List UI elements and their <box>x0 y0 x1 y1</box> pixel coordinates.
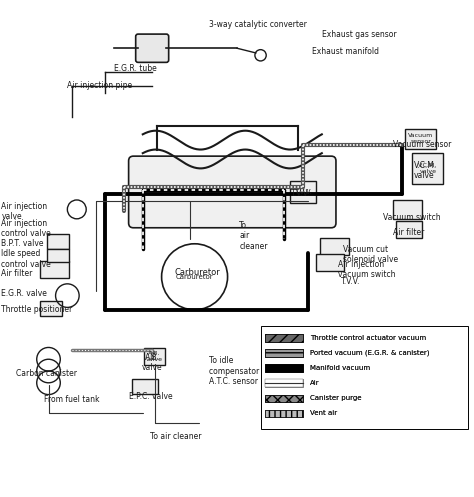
Text: Air injection pipe: Air injection pipe <box>67 82 133 90</box>
Bar <box>265 380 303 387</box>
Text: To air cleaner: To air cleaner <box>150 432 201 441</box>
Text: Idle speed
control valve: Idle speed control valve <box>1 249 51 268</box>
Text: Carbon canister: Carbon canister <box>16 369 76 378</box>
Bar <box>265 364 303 372</box>
Text: Vent air: Vent air <box>310 411 337 416</box>
FancyBboxPatch shape <box>405 129 437 149</box>
Text: Vent air: Vent air <box>310 411 337 416</box>
Bar <box>265 349 303 357</box>
Text: Ported vacuum (E.G.R. & canister): Ported vacuum (E.G.R. & canister) <box>310 350 429 356</box>
Text: From fuel tank: From fuel tank <box>44 395 99 404</box>
Bar <box>265 349 303 357</box>
Bar <box>265 410 303 417</box>
Text: Air injection
valve: Air injection valve <box>1 202 47 222</box>
Bar <box>265 380 303 387</box>
FancyBboxPatch shape <box>144 348 165 365</box>
Text: Air filter: Air filter <box>392 228 424 237</box>
Text: Air filter: Air filter <box>1 269 33 278</box>
FancyBboxPatch shape <box>393 200 422 219</box>
Text: To idle
compensator &
A.T.C. sensor: To idle compensator & A.T.C. sensor <box>209 356 267 386</box>
FancyBboxPatch shape <box>47 248 69 262</box>
Text: Throttle control actuator vacuum: Throttle control actuator vacuum <box>310 335 426 341</box>
Text: Vacuum
sensor: Vacuum sensor <box>408 133 433 144</box>
Text: Carburetor: Carburetor <box>176 274 213 280</box>
Bar <box>261 326 468 428</box>
FancyBboxPatch shape <box>396 221 422 238</box>
FancyBboxPatch shape <box>132 379 158 394</box>
FancyBboxPatch shape <box>40 261 69 278</box>
Text: T.V.V.: T.V.V. <box>294 189 312 195</box>
Text: Air injection
control valve: Air injection control valve <box>1 219 51 238</box>
Text: Exhaust gas sensor: Exhaust gas sensor <box>322 30 396 39</box>
Text: Throttle control actuator vacuum: Throttle control actuator vacuum <box>310 335 426 341</box>
Text: Vacuum switch: Vacuum switch <box>383 213 441 222</box>
Text: Carburetor: Carburetor <box>174 267 220 276</box>
Text: Air: Air <box>310 380 319 386</box>
FancyBboxPatch shape <box>128 156 336 228</box>
FancyBboxPatch shape <box>290 181 316 203</box>
Text: Canister purge: Canister purge <box>310 395 362 402</box>
FancyBboxPatch shape <box>320 238 349 254</box>
Text: A.B.
valve: A.B. valve <box>146 351 163 362</box>
Text: Vacuum cut
solenoid valve: Vacuum cut solenoid valve <box>343 245 398 264</box>
FancyBboxPatch shape <box>412 153 443 184</box>
Text: T.V.V.: T.V.V. <box>291 189 310 198</box>
Text: Ported vacuum (E.G.R. & canister): Ported vacuum (E.G.R. & canister) <box>310 350 429 356</box>
Text: Vacuum sensor: Vacuum sensor <box>392 140 451 149</box>
Bar <box>265 395 303 402</box>
Text: Manifold vacuum: Manifold vacuum <box>310 365 370 371</box>
Text: Manifold vacuum: Manifold vacuum <box>310 365 370 371</box>
Text: B.P.T. valve: B.P.T. valve <box>1 239 44 248</box>
FancyBboxPatch shape <box>47 235 69 249</box>
Text: T.V.V.: T.V.V. <box>341 277 360 286</box>
FancyBboxPatch shape <box>40 301 62 316</box>
Text: E.G.R. valve: E.G.R. valve <box>1 289 47 298</box>
Bar <box>265 334 303 342</box>
Bar <box>265 334 303 342</box>
Text: 3-way catalytic converter: 3-way catalytic converter <box>209 20 307 29</box>
Text: Air injection
vacuum switch: Air injection vacuum switch <box>338 260 396 279</box>
Text: Exhaust manifold: Exhaust manifold <box>312 47 379 56</box>
FancyBboxPatch shape <box>316 254 345 271</box>
Text: A.B.
valve: A.B. valve <box>142 353 163 372</box>
Text: V.C.M.
valve: V.C.M. valve <box>414 161 437 180</box>
Bar <box>265 395 303 402</box>
Text: To
air
cleaner: To air cleaner <box>239 221 268 250</box>
Text: Throttle positioner: Throttle positioner <box>1 305 73 314</box>
Text: V.C.M.
valve: V.C.M. valve <box>418 163 438 174</box>
Text: Air: Air <box>310 380 319 386</box>
FancyBboxPatch shape <box>136 34 169 62</box>
Bar <box>265 410 303 417</box>
Text: E.P.C. valve: E.P.C. valve <box>128 393 172 402</box>
Bar <box>265 364 303 372</box>
Text: Canister purge: Canister purge <box>310 395 362 402</box>
Text: E.G.R. tube: E.G.R. tube <box>115 64 157 73</box>
